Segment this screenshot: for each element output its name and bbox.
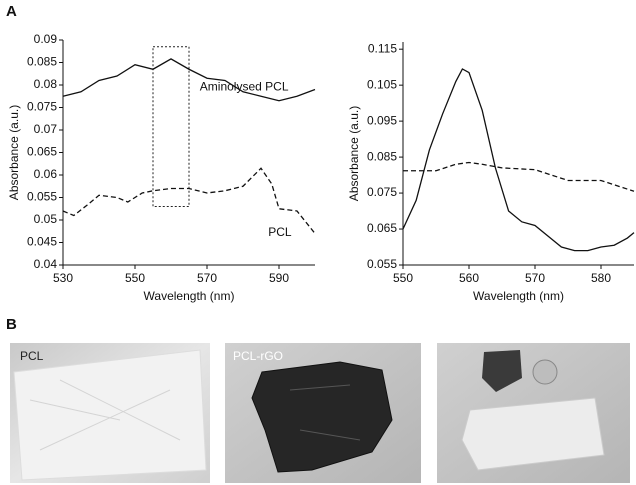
y-tick-label: 0.085: [367, 149, 397, 163]
y-tick-label: 0.115: [368, 41, 397, 55]
series-label: Aminolysed PCL: [200, 79, 289, 93]
x-tick-label: 590: [269, 271, 289, 285]
series-line: [402, 68, 635, 252]
sample-piece: [482, 350, 522, 392]
y-tick-label: 0.075: [27, 100, 57, 114]
x-tick-label: 570: [525, 271, 545, 285]
photo-label: PCL: [20, 349, 44, 363]
reflection: [289, 384, 361, 441]
y-tick-label: 0.08: [34, 77, 58, 91]
y-tick-label: 0.045: [27, 235, 57, 249]
y-tick-label: 0.065: [367, 221, 397, 235]
series-line: [403, 161, 635, 192]
x-tick-label: 570: [197, 271, 217, 285]
series-line: [62, 167, 316, 234]
y-tick-label: 0.055: [27, 190, 57, 204]
sample-sheet: [13, 349, 207, 481]
wrinkles: [29, 379, 181, 451]
panel-label: A: [6, 3, 17, 20]
y-tick-label: 0.095: [367, 113, 397, 127]
y-tick-label: 0.075: [367, 185, 397, 199]
sample-sheet: [251, 361, 393, 473]
y-axis-label: Absorbance (a.u.): [7, 105, 21, 200]
photo: [437, 343, 630, 483]
panel-label: B: [6, 316, 17, 333]
y-tick-label: 0.05: [34, 212, 58, 226]
x-axis-label: Wavelength (nm): [473, 289, 564, 303]
y-tick-label: 0.065: [27, 145, 57, 159]
y-tick-label: 0.04: [34, 257, 58, 271]
sample-sheet: [461, 397, 605, 471]
x-axis-label: Wavelength (nm): [144, 289, 235, 303]
y-tick-label: 0.085: [27, 55, 57, 69]
y-tick-label: 0.105: [367, 77, 397, 91]
y-tick-label: 0.055: [367, 257, 397, 271]
y-tick-label: 0.09: [34, 32, 58, 46]
y-tick-label: 0.07: [34, 122, 58, 136]
highlight-box: [152, 46, 190, 207]
photo: PCL: [10, 343, 210, 483]
x-tick-label: 550: [125, 271, 145, 285]
series-line: [62, 58, 316, 102]
x-tick-label: 560: [459, 271, 479, 285]
y-tick-label: 0.06: [34, 167, 58, 181]
coin: [532, 359, 558, 385]
y-axis-label: Absorbance (a.u.): [347, 106, 361, 201]
series-label: PCL: [268, 225, 292, 239]
x-tick-label: 550: [393, 271, 413, 285]
x-tick-label: 530: [53, 271, 73, 285]
x-tick-label: 580: [591, 271, 611, 285]
photo-label: PCL-rGO: [233, 349, 283, 363]
photo: PCL-rGO: [225, 343, 421, 483]
